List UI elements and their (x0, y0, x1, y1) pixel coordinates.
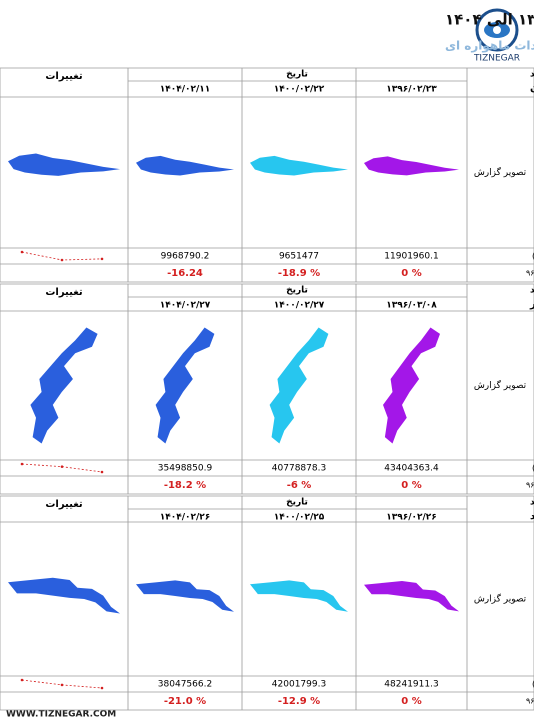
dam-name: سفید رود (530, 511, 534, 522)
dam-shape (8, 153, 120, 176)
sparkline-point (100, 686, 104, 690)
change-value: -18.9 % (278, 268, 320, 279)
label: درصد تغییر به۹۶ (526, 697, 534, 706)
dam-shape (136, 155, 234, 176)
area-value: 9651477 (279, 252, 319, 262)
dam-shape (364, 580, 459, 612)
change-value: -21.0 % (164, 696, 206, 707)
area-value: 11901960.1 (384, 252, 438, 262)
label: تغییرات (45, 499, 83, 510)
change-value: -12.9 % (278, 696, 320, 707)
change-value: 0 % (401, 480, 421, 491)
change-value: -16.24 (167, 268, 203, 279)
label: تصویر گزارش (474, 379, 527, 391)
date: ۱۳۹۶/۰۲/۲۳ (386, 85, 437, 95)
label: نام سد (530, 286, 534, 296)
label: تاریخ (286, 498, 308, 508)
dam-shape (136, 580, 234, 612)
date: ۱۴۰۴/۰۲/۲۷ (160, 301, 211, 311)
change-value: 0 % (401, 268, 421, 279)
label: درصد تغییر به۹۶ (526, 269, 534, 278)
date: ۱۴۰۰/۰۲/۲۷ (274, 301, 325, 311)
dam-shape (383, 327, 440, 444)
dam-shape (8, 577, 120, 614)
label: مساحت(مترمربع) (532, 252, 534, 261)
sparkline-point (20, 462, 24, 466)
label: تصویر گزارش (474, 593, 527, 605)
label: مساحت(مترمربع) (532, 464, 534, 473)
dam-shape (364, 156, 459, 176)
title: پایش و بررسی تغییرات پهنه آب سد های ایرا… (445, 11, 534, 30)
sparkline-point (60, 465, 64, 468)
dam-shape (250, 155, 348, 176)
area-value: 42001799.3 (272, 680, 326, 690)
dam-shape (250, 580, 348, 612)
date: ۱۴۰۴/۰۲/۱۱ (160, 85, 211, 95)
sparkline-point (20, 250, 24, 254)
area-value: 43404363.4 (384, 464, 439, 474)
area-value: 9968790.2 (161, 252, 210, 262)
sparkline-point (60, 258, 64, 262)
label: تغییرات (45, 71, 83, 82)
logo-text: TIZNEGAR (473, 54, 520, 64)
change-value: 0 % (401, 696, 421, 707)
label: درصد تغییر به۹۶ (526, 481, 534, 490)
label: تاریخ (286, 70, 308, 80)
label: نام سد (530, 70, 534, 80)
date: ۱۳۹۶/۰۳/۰۸ (386, 301, 437, 311)
date: ۱۴۰۴/۰۲/۲۶ (160, 513, 211, 523)
label: مساحت(مترمربع) (532, 680, 534, 689)
sparkline-point (100, 257, 104, 261)
sparkline-point (100, 470, 104, 474)
area-value: 48241911.3 (384, 680, 438, 690)
change-value: -6 % (287, 480, 312, 491)
sparkline-point (60, 683, 64, 687)
label: تغییرات (45, 287, 83, 298)
change-value: -18.2 % (164, 480, 206, 491)
dam-shape (155, 327, 215, 444)
dam-name: شهید شهید عباسپور (529, 299, 534, 310)
date: ۱۴۰۰/۰۲/۲۵ (274, 513, 325, 523)
dam-shape (269, 327, 329, 444)
area-value: 38047566.2 (158, 680, 212, 690)
label: تصویر گزارش (474, 166, 527, 178)
date: ۱۳۹۶/۰۲/۲۶ (386, 513, 437, 523)
dam-shape (30, 327, 98, 444)
label: نام سد (530, 498, 534, 508)
sparkline-point (20, 678, 24, 682)
area-value: 35498850.9 (158, 464, 213, 474)
dam-name: طالقان (530, 83, 534, 94)
logo-icon (475, 8, 519, 52)
label: تاریخ (286, 286, 308, 296)
subtitle: سیستم هوشمند مشاهدات ماهواره ای (445, 39, 534, 54)
date: ۱۴۰۰/۰۲/۲۲ (274, 85, 325, 95)
area-value: 40778878.3 (272, 464, 326, 474)
footer: WWW.TIZNEGAR.COM (6, 710, 116, 720)
